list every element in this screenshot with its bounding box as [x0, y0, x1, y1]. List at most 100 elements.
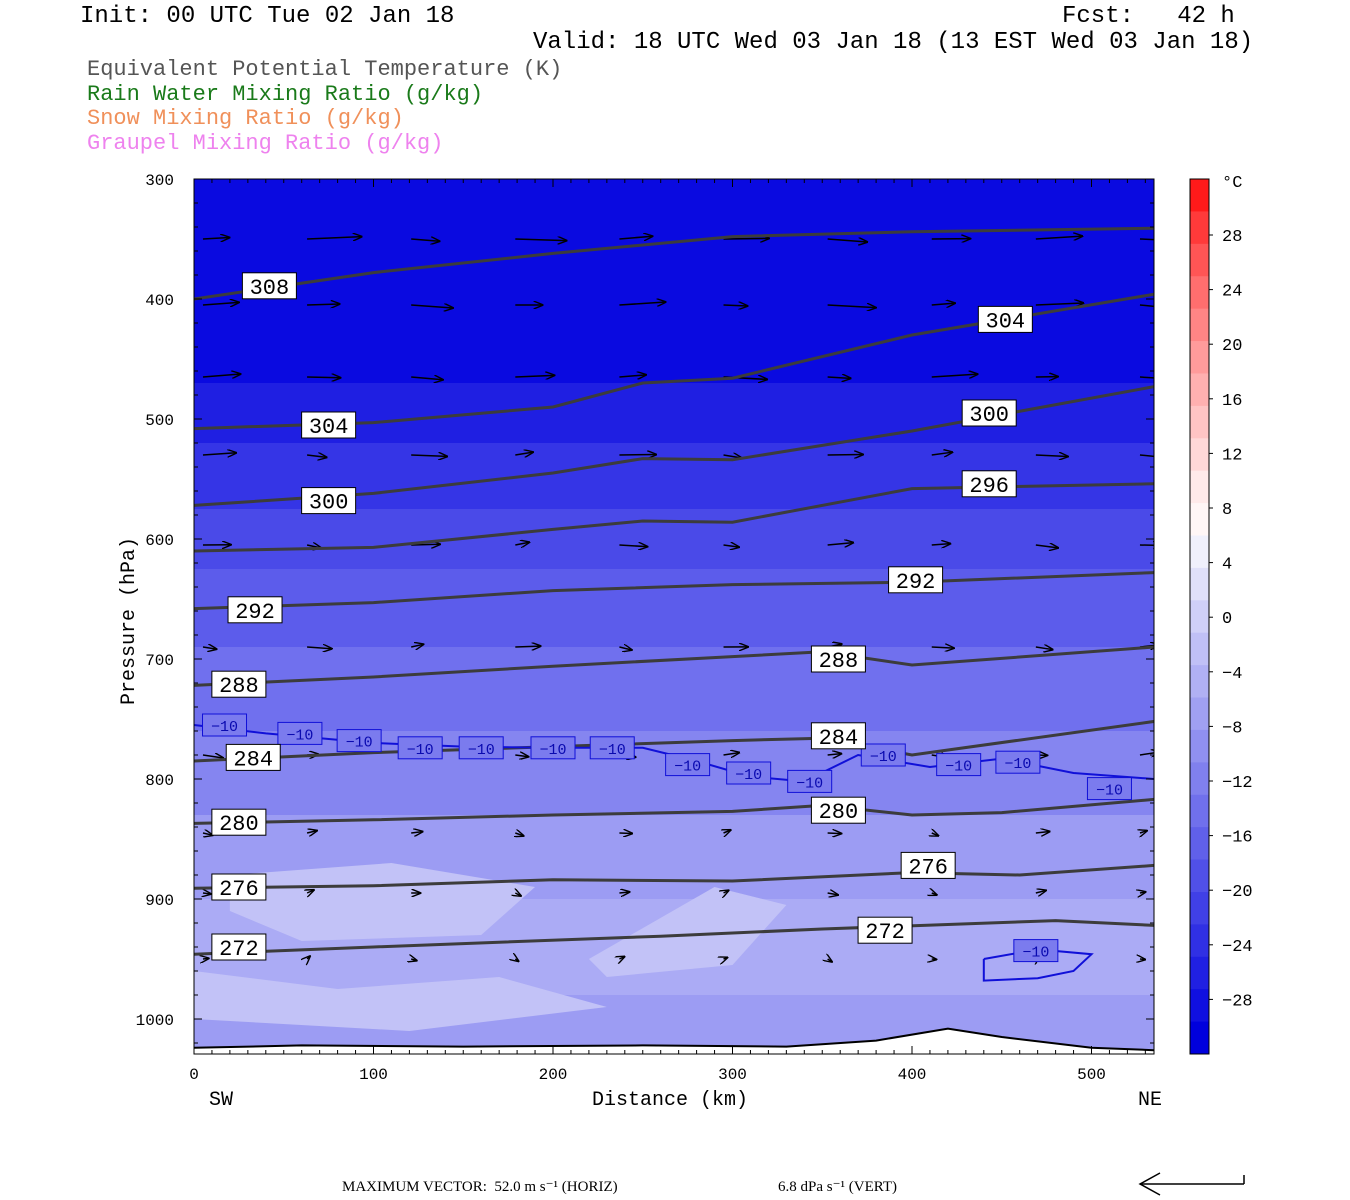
wind-vector [931, 452, 953, 455]
theta-e-contours [194, 226, 1154, 956]
theta-e-contour-308 [194, 226, 1154, 301]
svg-text:304: 304 [309, 415, 349, 440]
wind-vector [828, 959, 832, 962]
wind-vector [411, 959, 417, 961]
wind-vector [1140, 892, 1146, 893]
theta-e-label: 292 [888, 566, 944, 595]
wind-vector [827, 893, 838, 895]
x-tick-label: 200 [539, 1066, 568, 1084]
wind-vector [1035, 236, 1082, 239]
colorbar-swatch [1190, 632, 1209, 666]
theta-e-label: 300 [301, 487, 357, 516]
wind-vector [307, 890, 314, 893]
wind-vector [724, 958, 728, 959]
wind-vector [619, 375, 646, 377]
shade-patch [194, 971, 607, 1031]
terrain [194, 1027, 1154, 1054]
wind-vector [1139, 376, 1154, 379]
theta-e-contour-280 [194, 797, 1154, 825]
svg-text:300: 300 [969, 403, 1009, 428]
colorbar-swatch [1190, 697, 1209, 731]
wind-vector [1035, 455, 1068, 456]
colorbar-swatch [1190, 1021, 1209, 1055]
shade-patch [588, 887, 787, 977]
wind-vector [827, 239, 868, 242]
theta-e-label: 292 [227, 596, 283, 625]
colorbar: °C 28 24 20 16 12 8 4 0 −4 −8 −12 −16 −20 −24 −28 [1189, 174, 1253, 1055]
svg-text:272: 272 [219, 937, 259, 962]
x-tick-label: 0 [189, 1066, 199, 1084]
colorbar-unit: °C [1222, 174, 1242, 193]
colorbar-tick-label: −24 [1222, 938, 1253, 957]
colorbar-swatch [1190, 859, 1209, 893]
theta-e-contour-272 [194, 919, 1154, 956]
svg-text:−10: −10 [735, 767, 762, 784]
theta-e-contour-304 [194, 292, 1154, 431]
temperature-contour-label: −10 [1086, 777, 1132, 801]
wind-vector [619, 302, 665, 305]
svg-text:−10: −10 [945, 759, 972, 776]
wind-vector [411, 305, 453, 308]
y-tick-label: 700 [145, 652, 174, 670]
theta-e-label: 284 [810, 722, 866, 751]
colorbar-swatch [1190, 243, 1209, 277]
wind-vector [515, 452, 533, 455]
svg-text:−10: −10 [211, 719, 238, 736]
svg-text:272: 272 [865, 920, 905, 945]
svg-text:−10: −10 [468, 742, 495, 759]
wind-vector [619, 545, 647, 547]
wind-vector [306, 831, 317, 833]
colorbar-swatch [1190, 956, 1209, 990]
wind-vector [619, 957, 624, 959]
wind-vector [307, 647, 332, 649]
theta-e-contour-292 [194, 571, 1154, 611]
x-tick-label: 400 [898, 1066, 927, 1084]
theta-e-label: 304 [301, 411, 357, 440]
wind-vector [203, 893, 211, 894]
colorbar-swatch [1190, 567, 1209, 601]
wind-vector [827, 454, 863, 455]
theta-e-label: 280 [810, 796, 866, 825]
wind-vector [515, 755, 528, 757]
wind-vector [932, 893, 937, 895]
wind-vector [932, 833, 939, 836]
wind-vector [723, 545, 740, 547]
svg-text:288: 288 [819, 649, 859, 674]
colorbar-tick-label: 16 [1222, 392, 1242, 411]
svg-text:300: 300 [309, 491, 349, 516]
svg-text:−10: −10 [674, 759, 701, 776]
temperature-contour-label: −10 [336, 729, 382, 753]
svg-text:288: 288 [219, 674, 259, 699]
colorbar-swatch [1190, 341, 1209, 374]
wind-vector [619, 236, 652, 239]
theta-e-label: 272 [857, 916, 913, 945]
y-axis-title: Pressure (hPa) [118, 537, 141, 705]
valid-time: Valid: 18 UTC Wed 03 Jan 18 (13 EST Wed … [533, 29, 1254, 56]
colorbar-swatch [1190, 211, 1209, 245]
wind-vector [202, 374, 240, 377]
wind-vector [515, 893, 521, 896]
max-vector-arrow-icon [1138, 1172, 1245, 1196]
theta-e-label: 284 [225, 743, 281, 772]
wind-vector [723, 753, 740, 755]
colorbar-swatch [1190, 438, 1209, 472]
wind-vector [1140, 831, 1147, 833]
svg-text:−10: −10 [1004, 756, 1031, 773]
wind-vector [723, 238, 769, 239]
temperature-contour-label: −10 [665, 753, 711, 777]
svg-text:296: 296 [969, 474, 1009, 499]
legend-graupel: Graupel Mixing Ratio (g/kg) [87, 131, 444, 156]
svg-text:284: 284 [233, 747, 273, 772]
contour-labels: −10 −10 −10 −10 −10 −10 −10 −10 −10 −10 −10 −10 −10 −… [202, 272, 1132, 963]
shade-band [194, 509, 1154, 570]
colorbar-swatch [1190, 729, 1209, 763]
colorbar-tick-label: −8 [1222, 719, 1242, 738]
wind-vector [1139, 752, 1154, 755]
wind-vector [1140, 959, 1145, 960]
wind-vector [202, 302, 239, 305]
wind-vector [515, 239, 566, 241]
wind-vector [411, 377, 443, 380]
plot-frame [193, 178, 1155, 1055]
temperature-contour-label: −10 [530, 736, 576, 760]
